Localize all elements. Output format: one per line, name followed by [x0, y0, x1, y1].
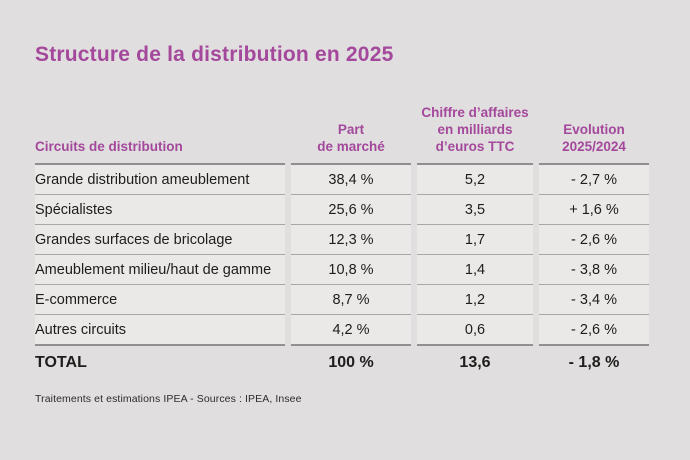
cell-revenue: 5,2: [417, 165, 533, 195]
table-row: Grandes surfaces de bricolage 12,3 % 1,7…: [35, 225, 649, 255]
total-revenue: 13,6: [459, 353, 491, 371]
cell-circuit: Spécialistes: [35, 195, 285, 225]
cell-evolution: + 1,6 %: [539, 195, 649, 225]
cell-revenue: 1,2: [417, 285, 533, 315]
column-header-label: Evolution: [563, 122, 625, 137]
cell-circuit: Ameublement milieu/haut de gamme: [35, 255, 285, 285]
cell-revenue: 1,7: [417, 225, 533, 255]
total-label: TOTAL: [35, 353, 87, 371]
cell-evolution: - 2,6 %: [539, 225, 649, 255]
distribution-table: Circuits de distribution Part de marché …: [29, 104, 655, 379]
cell-revenue: 3,5: [417, 195, 533, 225]
column-header-label: Circuits de distribution: [35, 139, 183, 154]
table-total-row: TOTAL 100 % 13,6 - 1,8 %: [35, 346, 649, 379]
table-row: Autres circuits 4,2 % 0,6 - 2,6 %: [35, 315, 649, 346]
cell-share: 38,4 %: [291, 165, 411, 195]
total-evolution: - 1,8 %: [568, 353, 620, 371]
table-row: Spécialistes 25,6 % 3,5 + 1,6 %: [35, 195, 649, 225]
cell-circuit: Autres circuits: [35, 315, 285, 346]
column-header-chiffre-affaires: Chiffre d’affaires en milliards d’euros …: [417, 104, 533, 165]
cell-circuit: Grandes surfaces de bricolage: [35, 225, 285, 255]
cell-evolution: - 2,7 %: [539, 165, 649, 195]
page-title: Structure de la distribution en 2025: [35, 43, 394, 66]
table-row: Ameublement milieu/haut de gamme 10,8 % …: [35, 255, 649, 285]
cell-circuit: E-commerce: [35, 285, 285, 315]
cell-evolution: - 3,4 %: [539, 285, 649, 315]
cell-share: 25,6 %: [291, 195, 411, 225]
total-share: 100 %: [328, 353, 374, 371]
column-header-label: de marché: [317, 139, 385, 154]
cell-share: 8,7 %: [291, 285, 411, 315]
column-header-circuits: Circuits de distribution: [35, 104, 285, 165]
cell-revenue: 1,4: [417, 255, 533, 285]
column-header-label: d’euros TTC: [435, 139, 515, 154]
column-header-label: Part: [337, 122, 365, 137]
cell-evolution: - 2,6 %: [539, 315, 649, 346]
cell-share: 4,2 %: [291, 315, 411, 346]
table-row: Grande distribution ameublement 38,4 % 5…: [35, 165, 649, 195]
cell-circuit: Grande distribution ameublement: [35, 165, 285, 195]
column-header-label: Chiffre d’affaires: [421, 105, 529, 120]
cell-revenue: 0,6: [417, 315, 533, 346]
column-header-evolution: Evolution 2025/2024: [539, 104, 649, 165]
cell-share: 12,3 %: [291, 225, 411, 255]
column-header-part-de-marche: Part de marché: [291, 104, 411, 165]
cell-evolution: - 3,8 %: [539, 255, 649, 285]
cell-share: 10,8 %: [291, 255, 411, 285]
column-header-label: en milliards: [437, 122, 513, 137]
table-header-row: Circuits de distribution Part de marché …: [35, 104, 649, 165]
source-footnote: Traitements et estimations IPEA - Source…: [35, 393, 302, 405]
column-header-label: 2025/2024: [562, 139, 626, 154]
table-row: E-commerce 8,7 % 1,2 - 3,4 %: [35, 285, 649, 315]
